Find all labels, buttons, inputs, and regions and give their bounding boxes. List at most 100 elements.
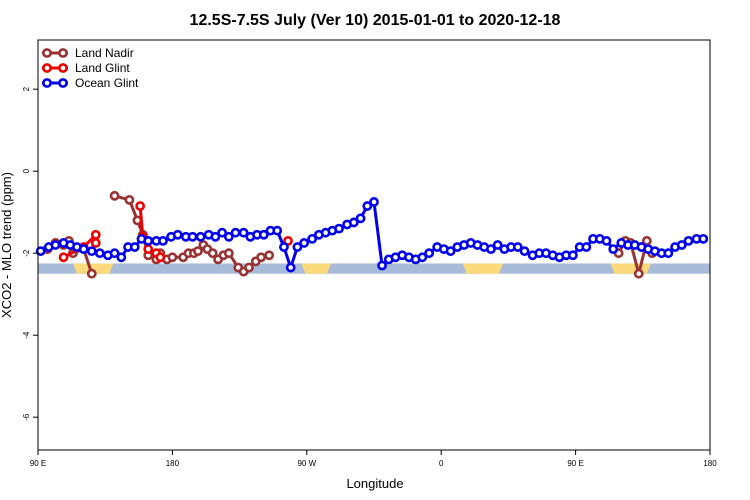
data-point (279, 242, 289, 252)
legend-marker (42, 63, 52, 73)
data-point (568, 250, 578, 261)
data-point (223, 231, 234, 242)
data-point (334, 223, 344, 234)
legend-label: Land Glint (75, 61, 130, 75)
data-point (244, 262, 254, 273)
legend-item: Land Glint (42, 61, 130, 75)
data-point (663, 248, 674, 259)
data-point (285, 262, 296, 273)
data-point (292, 242, 303, 252)
data-point (187, 231, 198, 242)
data-point (90, 238, 101, 248)
land-region (72, 263, 114, 274)
data-point (86, 268, 97, 279)
x-tick-label: 90 W (297, 459, 316, 468)
data-point (601, 235, 612, 246)
data-point (299, 238, 310, 248)
x-tick-label: 90 E (30, 459, 46, 468)
data-point (519, 246, 530, 257)
series-layer (35, 190, 709, 279)
legend-item: Ocean Glint (42, 76, 139, 90)
x-axis-label: Longitude (346, 476, 403, 491)
data-point (512, 242, 523, 252)
data-point (223, 248, 234, 259)
land-ocean-band (38, 263, 710, 274)
data-point (94, 248, 105, 259)
data-point (109, 248, 120, 259)
x-tick-label: 180 (166, 459, 180, 468)
legend-marker (58, 63, 68, 73)
data-point (348, 217, 359, 228)
data-point (307, 233, 318, 244)
data-point (143, 235, 154, 246)
data-point (90, 229, 101, 240)
data-point (633, 268, 644, 279)
y-tick-label: 2 (22, 86, 31, 91)
y-tick-label: -6 (22, 413, 31, 421)
legend-label: Land Nadir (75, 46, 134, 60)
data-point (195, 231, 206, 242)
data-point (230, 227, 241, 238)
x-tick-label: 0 (439, 459, 444, 468)
data-point (50, 240, 61, 250)
data-point (167, 252, 178, 263)
data-point (445, 246, 456, 257)
data-point (158, 235, 168, 246)
data-point (135, 201, 146, 211)
data-point (155, 252, 166, 263)
land-region (462, 263, 504, 274)
data-point (116, 252, 127, 263)
series-ocean-glint (35, 197, 709, 273)
data-point (258, 229, 269, 240)
ocean-band (38, 263, 710, 274)
legend-marker (58, 78, 68, 88)
legend-marker (58, 48, 68, 58)
data-point (58, 252, 69, 263)
data-point (272, 225, 283, 236)
y-tick-label: -2 (22, 249, 31, 257)
data-point (143, 244, 154, 254)
data-point (608, 244, 619, 254)
data-point (369, 197, 379, 207)
data-point (492, 240, 503, 250)
y-axis-label: XCO2 - MLO trend (ppm) (0, 172, 14, 318)
data-point (86, 246, 97, 257)
data-point (217, 227, 228, 238)
data-point (417, 252, 428, 263)
plot-frame (37, 39, 711, 451)
data-point (355, 213, 366, 224)
legend-label: Ocean Glint (75, 76, 139, 90)
y-axis: 2 0 -2 -4 -6 (22, 86, 38, 421)
x-axis: 90 E 180 90 W 0 90 E 180 (30, 450, 717, 468)
data-point (172, 229, 183, 240)
data-point (362, 201, 373, 211)
y-tick-label: 0 (22, 168, 31, 173)
data-point (676, 240, 687, 250)
data-point (698, 233, 709, 244)
data-point (129, 242, 140, 252)
data-point (424, 248, 435, 259)
chart-title: 12.5S-7.5S July (Ver 10) 2015-01-01 to 2… (190, 12, 561, 29)
data-point (377, 260, 387, 271)
data-point (683, 235, 694, 246)
data-point (256, 252, 267, 263)
data-point (109, 190, 120, 201)
data-point (210, 231, 221, 242)
land-region (301, 263, 331, 274)
data-point (124, 194, 135, 205)
data-point (581, 242, 592, 252)
data-point (486, 244, 496, 254)
data-point (193, 246, 203, 257)
legend-marker (42, 78, 52, 88)
y-tick-label: -4 (22, 331, 31, 339)
data-point (264, 250, 275, 261)
x-tick-label: 180 (703, 459, 717, 468)
x-tick-label: 90 E (567, 459, 583, 468)
legend-item: Land Nadir (42, 46, 134, 60)
data-point (35, 246, 46, 257)
legend-marker (42, 48, 52, 58)
data-point (78, 244, 89, 254)
land-region (610, 263, 651, 274)
